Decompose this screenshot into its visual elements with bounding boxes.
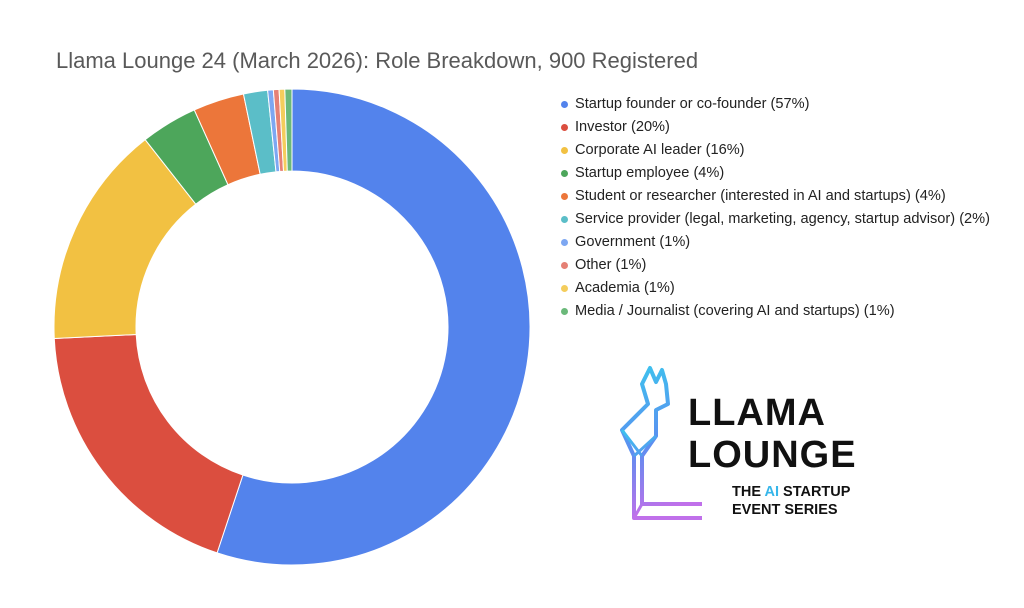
legend-item-4: Student or researcher (interested in AI … (561, 186, 1011, 206)
logo-word-lounge: LOUNGE (688, 434, 857, 476)
legend-label-1: Investor (20%) (575, 119, 670, 135)
legend-dot-0 (561, 101, 568, 108)
legend-dot-4 (561, 193, 568, 200)
donut-chart (53, 88, 531, 566)
legend-dot-8 (561, 285, 568, 292)
legend-label-6: Government (1%) (575, 234, 691, 250)
legend-dot-9 (561, 308, 568, 315)
legend-label-7: Other (1%) (575, 257, 647, 273)
legend-label-2: Corporate AI leader (16%) (575, 142, 745, 158)
chart-title: Llama Lounge 24 (March 2026): Role Break… (56, 48, 699, 73)
legend-label-4: Student or researcher (interested in AI … (575, 188, 946, 204)
legend-item-1: Investor (20%) (561, 117, 1011, 137)
chart-legend: Startup founder or co-founder (57%) Inves… (561, 94, 1011, 324)
legend-item-0: Startup founder or co-founder (57%) (561, 94, 1011, 114)
legend-item-7: Other (1%) (561, 255, 1011, 275)
legend-label-0: Startup founder or co-founder (57%) (575, 96, 810, 112)
llama-logo-icon (620, 366, 702, 520)
legend-label-3: Startup employee (4%) (575, 165, 725, 181)
legend-dot-1 (561, 124, 568, 131)
legend-item-3: Startup employee (4%) (561, 163, 1011, 183)
donut-slice-1 (53, 334, 244, 554)
logo-tagline-line1: THE AI STARTUP (732, 484, 851, 500)
legend-dot-6 (561, 239, 568, 246)
legend-item-6: Government (1%) (561, 232, 1011, 252)
legend-label-8: Academia (1%) (575, 280, 675, 296)
llama-lounge-logo: LLAMA LOUNGE THE AI STARTUP EVENT SERIES (612, 360, 912, 530)
legend-dot-2 (561, 147, 568, 154)
legend-label-9: Media / Journalist (covering AI and star… (575, 303, 895, 319)
legend-dot-7 (561, 262, 568, 269)
logo-tagline-line2: EVENT SERIES (732, 502, 838, 518)
logo-word-llama: LLAMA (688, 392, 826, 434)
legend-item-5: Service provider (legal, marketing, agen… (561, 209, 1011, 229)
donut-slice-9 (284, 88, 293, 172)
legend-item-2: Corporate AI leader (16%) (561, 140, 1011, 160)
legend-label-5: Service provider (legal, marketing, agen… (575, 211, 991, 227)
donut-slice-0 (216, 88, 531, 566)
legend-item-8: Academia (1%) (561, 278, 1011, 298)
legend-dot-3 (561, 170, 568, 177)
legend-dot-5 (561, 216, 568, 223)
legend-item-9: Media / Journalist (covering AI and star… (561, 301, 1011, 321)
